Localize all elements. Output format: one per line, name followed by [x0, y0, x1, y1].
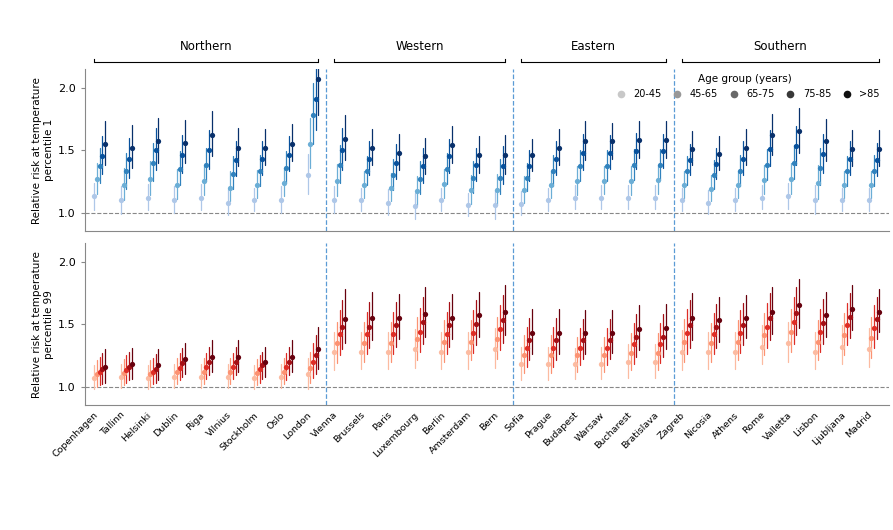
- Legend: 20-45, 45-65, 65-75, 75-85, >85: 20-45, 45-65, 65-75, 75-85, >85: [607, 70, 884, 103]
- Text: Southern: Southern: [754, 40, 807, 52]
- Text: Western: Western: [396, 40, 444, 52]
- Text: Eastern: Eastern: [571, 40, 616, 52]
- Y-axis label: Relative risk at temperature
percentile 1: Relative risk at temperature percentile …: [32, 77, 54, 224]
- Text: Northern: Northern: [180, 40, 233, 52]
- Y-axis label: Relative risk at temperature
percentile 99: Relative risk at temperature percentile …: [32, 251, 54, 398]
